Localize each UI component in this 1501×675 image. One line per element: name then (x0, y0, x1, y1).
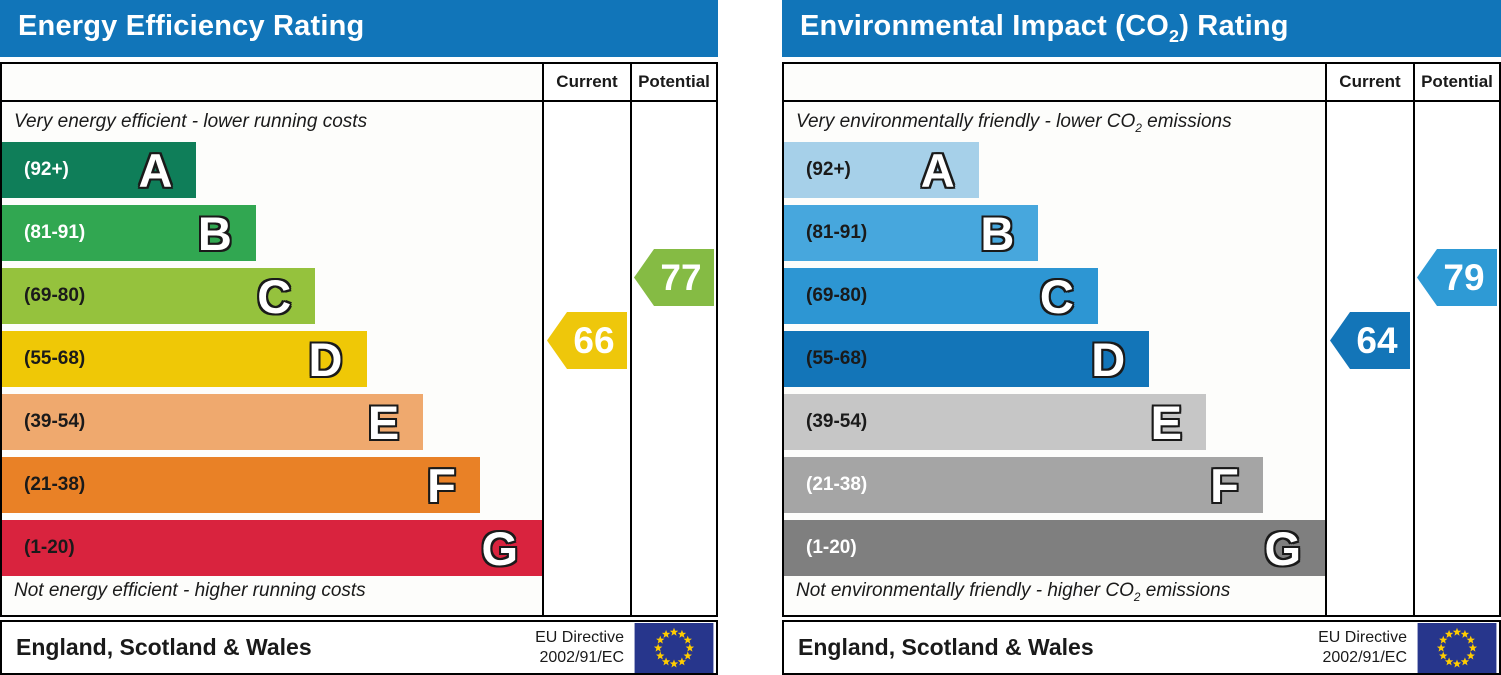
panel-title-bar: Energy Efficiency Rating (0, 0, 718, 57)
bottom-caption: Not environmentally friendly - higher CO… (796, 580, 1231, 604)
bands-area: Very environmentally friendly - lower CO… (784, 102, 1325, 615)
panel-title-bar: Environmental Impact (CO2) Rating (782, 0, 1501, 57)
current-rating-value: 66 (573, 319, 615, 361)
current-column: 66 (542, 102, 630, 615)
band-letter: D (308, 332, 343, 386)
environmental-impact-panel: Environmental Impact (CO2) Rating Curren… (782, 0, 1501, 675)
panel-title: Environmental Impact (CO2) Rating (800, 10, 1289, 46)
band-letter: F (427, 458, 456, 512)
band-row-d: (55-68) D (784, 331, 1325, 387)
potential-rating-badge: 77 (634, 249, 714, 306)
band-letter: C (1039, 269, 1074, 323)
band-row-e: (39-54) E (2, 394, 542, 450)
panel-footer: England, Scotland & Wales EU Directive 2… (782, 620, 1501, 675)
rating-table: Current Potential Very energy efficient … (0, 62, 718, 617)
potential-column-header: Potential (1413, 64, 1499, 102)
panel-footer: England, Scotland & Wales EU Directive 2… (0, 620, 718, 675)
energy-efficiency-panel: Energy Efficiency Rating Current Potenti… (0, 0, 718, 675)
band-letter: B (980, 206, 1015, 260)
band-letter: G (481, 521, 518, 575)
band-range-label: (21-38) (24, 474, 86, 495)
band-row-d: (55-68) D (2, 331, 542, 387)
current-column-header: Current (542, 64, 630, 102)
current-column: 64 (1325, 102, 1413, 615)
current-rating-value: 64 (1356, 319, 1398, 361)
band-letter: F (1210, 458, 1239, 512)
band-row-c: (69-80) C (784, 268, 1325, 324)
band-range-label: (1-20) (24, 537, 75, 558)
band-letter: C (257, 269, 292, 323)
top-caption: Very environmentally friendly - lower CO… (796, 111, 1232, 135)
bands-area: Very energy efficient - lower running co… (2, 102, 542, 615)
region-label: England, Scotland & Wales (798, 634, 1094, 660)
band-range-label: (92+) (806, 159, 851, 180)
potential-rating-value: 79 (1443, 256, 1485, 298)
band-range-label: (69-80) (24, 285, 86, 306)
rating-table: Current Potential Very environmentally f… (782, 62, 1501, 617)
current-rating-badge: 64 (1330, 312, 1410, 369)
band-list: (92+) A (81-91) B (69-80) C (55-68) D (39-54… (784, 142, 1325, 576)
eu-directive-label: EU Directive 2002/91/EC (1318, 628, 1407, 666)
panel-title: Energy Efficiency Rating (18, 10, 365, 43)
band-row-g: (1-20) G (2, 520, 542, 576)
band-letter: A (138, 143, 173, 197)
band-letter: B (197, 206, 232, 260)
current-rating-badge: 66 (547, 312, 627, 369)
band-row-f: (21-38) F (784, 457, 1325, 513)
current-column-header: Current (1325, 64, 1413, 102)
band-letter: D (1091, 332, 1126, 386)
band-list: (92+) A (81-91) B (69-80) C (55-68) D (39-54… (2, 142, 542, 576)
band-range-label: (69-80) (806, 285, 868, 306)
potential-column: 79 (1413, 102, 1499, 615)
eu-flag-icon (1417, 622, 1497, 673)
table-corner-cell (2, 64, 542, 102)
band-range-label: (55-68) (806, 348, 868, 369)
band-range-label: (39-54) (806, 411, 868, 432)
band-row-f: (21-38) F (2, 457, 542, 513)
eu-directive-label: EU Directive 2002/91/EC (535, 628, 624, 666)
band-range-label: (39-54) (24, 411, 86, 432)
eu-flag-icon (634, 622, 714, 673)
potential-rating-badge: 79 (1417, 249, 1497, 306)
band-range-label: (81-91) (806, 222, 868, 243)
potential-column: 77 (630, 102, 716, 615)
band-row-g: (1-20) G (784, 520, 1325, 576)
band-range-label: (1-20) (806, 537, 857, 558)
band-range-label: (21-38) (806, 474, 868, 495)
band-row-a: (92+) A (784, 142, 1325, 198)
band-row-e: (39-54) E (784, 394, 1325, 450)
band-row-c: (69-80) C (2, 268, 542, 324)
band-range-label: (92+) (24, 159, 69, 180)
potential-rating-value: 77 (660, 256, 702, 298)
table-corner-cell (784, 64, 1325, 102)
bottom-caption: Not energy efficient - higher running co… (14, 580, 366, 602)
band-letter: E (367, 395, 400, 449)
band-letter: G (1264, 521, 1301, 575)
top-caption: Very energy efficient - lower running co… (14, 111, 368, 133)
band-range-label: (81-91) (24, 222, 86, 243)
band-letter: E (1150, 395, 1182, 449)
potential-column-header: Potential (630, 64, 716, 102)
band-row-b: (81-91) B (2, 205, 542, 261)
band-row-a: (92+) A (2, 142, 542, 198)
region-label: England, Scotland & Wales (16, 634, 312, 660)
band-row-b: (81-91) B (784, 205, 1325, 261)
band-range-label: (55-68) (24, 348, 86, 369)
band-letter: A (920, 143, 955, 197)
